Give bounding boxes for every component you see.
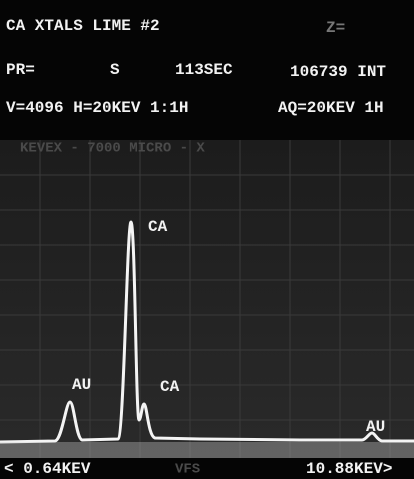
peak-label: CA [148, 218, 168, 236]
peak-label: AU [366, 418, 385, 436]
title: CA XTALS LIME #2 [6, 17, 160, 35]
peak-label: CA [160, 378, 180, 396]
baseline-glow [0, 442, 414, 458]
preset: PR= [6, 61, 35, 79]
instrument: KEVEX - 7000 MICRO - X [20, 141, 205, 157]
z-label: Z= [326, 19, 345, 37]
acquire: AQ=20KEV 1H [278, 99, 384, 117]
peak-label: AU [72, 376, 91, 394]
page: {"header": {"line1": {"title": "CA XTALS… [0, 0, 414, 479]
footer-right: 10.88KEV> [306, 460, 392, 478]
spectrum-screen: CA XTALS LIME #2 Z= PR= S 113SEC 106739 … [0, 0, 414, 479]
scale: V=4096 H=20KEV 1:1H [6, 99, 188, 117]
time: 113SEC [175, 61, 233, 79]
footer-middle: VFS [175, 462, 200, 478]
integral: 106739 INT [290, 63, 386, 81]
mode: S [110, 61, 120, 79]
display-area [0, 140, 414, 458]
footer-left: < 0.64KEV [4, 460, 91, 478]
